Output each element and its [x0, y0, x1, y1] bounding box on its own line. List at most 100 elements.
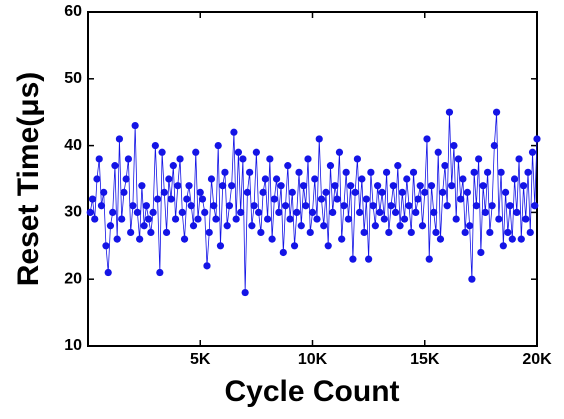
data-point	[140, 222, 148, 230]
data-point	[475, 155, 483, 163]
data-point	[432, 228, 440, 237]
data-point	[349, 255, 357, 263]
data-point	[400, 215, 409, 223]
data-point	[266, 155, 274, 163]
data-point	[414, 195, 422, 203]
data-point	[156, 268, 164, 277]
data-point	[268, 235, 276, 243]
data-point	[234, 148, 243, 156]
data-point	[167, 195, 175, 203]
data-point	[434, 148, 442, 156]
data-point	[185, 182, 193, 190]
data-point	[371, 222, 379, 230]
data-point	[466, 222, 474, 230]
data-point	[461, 228, 469, 237]
data-point	[376, 208, 384, 216]
data-point	[198, 195, 207, 203]
data-point	[528, 148, 537, 156]
data-point	[317, 195, 326, 203]
data-point	[412, 208, 420, 216]
data-point	[436, 235, 445, 243]
data-point	[353, 155, 361, 163]
data-point	[147, 228, 155, 237]
data-point	[153, 195, 162, 203]
data-point	[171, 215, 180, 223]
data-point	[340, 202, 348, 210]
data-point	[176, 155, 184, 163]
data-point	[430, 208, 438, 216]
data-point	[288, 188, 296, 196]
data-point	[302, 202, 310, 210]
data-point	[499, 242, 507, 250]
data-point	[445, 108, 454, 116]
x-tick-label: 20K	[522, 351, 552, 368]
data-point	[237, 208, 245, 216]
data-point	[488, 202, 496, 210]
data-point	[97, 202, 106, 210]
y-tick-label: 40	[64, 137, 82, 154]
data-point	[252, 148, 260, 156]
data-point	[246, 168, 254, 176]
data-point	[322, 188, 330, 196]
data-point	[385, 228, 393, 237]
data-point	[380, 215, 388, 223]
data-point	[504, 228, 512, 237]
data-point	[270, 195, 278, 203]
data-point	[374, 182, 382, 190]
data-point	[448, 182, 456, 190]
y-tick-label: 50	[64, 70, 82, 87]
data-point	[295, 168, 303, 176]
data-point	[91, 215, 99, 223]
data-point	[162, 228, 171, 237]
data-point	[257, 228, 265, 237]
data-point	[333, 195, 341, 203]
data-point	[367, 168, 375, 176]
data-point	[387, 202, 395, 210]
data-point	[481, 208, 489, 216]
data-point	[450, 142, 458, 150]
data-point	[418, 222, 427, 230]
data-point	[145, 215, 153, 223]
data-point	[261, 175, 269, 183]
data-point	[495, 215, 503, 223]
data-point	[360, 228, 368, 237]
data-point	[221, 168, 229, 176]
data-point	[174, 182, 182, 190]
data-point	[194, 215, 202, 223]
data-point	[225, 202, 234, 210]
data-point	[109, 208, 117, 216]
data-point	[275, 208, 283, 216]
data-point	[131, 121, 139, 130]
data-point	[351, 188, 359, 196]
data-point	[88, 195, 97, 203]
data-point	[338, 235, 346, 243]
data-point	[365, 255, 373, 263]
data-point	[329, 208, 337, 216]
data-point	[313, 215, 321, 223]
data-point	[315, 135, 323, 143]
data-point	[452, 215, 460, 223]
y-tick-label: 20	[64, 270, 82, 287]
data-point	[180, 235, 189, 243]
data-point	[115, 135, 124, 143]
x-axis-label: Cycle Count	[224, 375, 399, 408]
data-point	[113, 235, 121, 243]
data-point	[356, 208, 364, 216]
y-tick-label: 60	[64, 3, 82, 20]
data-point	[264, 215, 272, 223]
data-point	[513, 208, 521, 216]
data-point	[477, 248, 485, 257]
data-point	[344, 215, 353, 223]
data-point	[311, 175, 319, 183]
data-point	[259, 188, 267, 196]
data-point	[207, 175, 216, 183]
data-point	[127, 228, 135, 237]
data-point	[212, 215, 220, 223]
data-point	[120, 188, 128, 196]
data-point	[169, 162, 177, 170]
data-point	[102, 242, 110, 250]
data-point	[192, 148, 200, 156]
data-point	[286, 215, 294, 223]
data-point	[122, 175, 130, 183]
